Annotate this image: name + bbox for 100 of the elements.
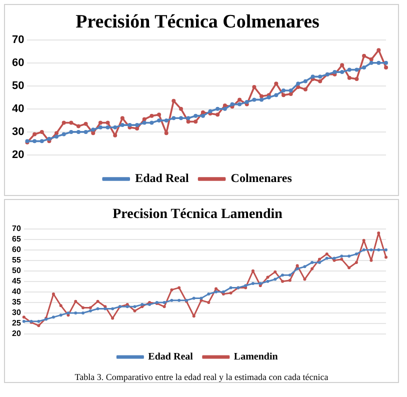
point bbox=[376, 48, 381, 52]
point bbox=[354, 76, 359, 81]
point bbox=[66, 311, 70, 314]
point bbox=[260, 94, 264, 98]
point bbox=[40, 139, 44, 144]
point bbox=[62, 132, 66, 136]
point bbox=[162, 305, 166, 308]
y-tick-label: 65 bbox=[12, 234, 22, 244]
point bbox=[22, 320, 26, 323]
point bbox=[281, 88, 286, 92]
point bbox=[76, 124, 80, 128]
point bbox=[377, 232, 380, 235]
point bbox=[157, 118, 162, 122]
point bbox=[142, 120, 146, 125]
point bbox=[120, 116, 124, 120]
point bbox=[216, 112, 220, 117]
y-tick-label: 30 bbox=[12, 308, 22, 318]
point bbox=[288, 274, 292, 277]
point bbox=[222, 290, 225, 294]
point bbox=[186, 116, 190, 120]
point bbox=[318, 79, 322, 84]
point bbox=[111, 316, 114, 320]
point bbox=[369, 60, 374, 65]
y-tick-label: 45 bbox=[12, 276, 22, 286]
point bbox=[370, 258, 373, 262]
y-tick-label: 20 bbox=[12, 329, 22, 338]
y-tick-label: 35 bbox=[12, 298, 22, 307]
point bbox=[96, 307, 100, 310]
point bbox=[164, 131, 168, 136]
point bbox=[354, 252, 358, 256]
point bbox=[274, 93, 278, 98]
point bbox=[178, 106, 183, 111]
point bbox=[281, 280, 284, 283]
point bbox=[208, 109, 212, 114]
point bbox=[274, 278, 277, 281]
point bbox=[157, 112, 162, 117]
point bbox=[59, 304, 62, 308]
point bbox=[222, 103, 227, 108]
point bbox=[98, 125, 102, 130]
point bbox=[84, 130, 88, 134]
point bbox=[172, 116, 176, 120]
point bbox=[348, 254, 351, 258]
point bbox=[384, 256, 388, 259]
y-tick-label: 55 bbox=[12, 256, 22, 265]
point bbox=[40, 130, 44, 134]
point bbox=[340, 70, 344, 74]
point bbox=[214, 287, 218, 290]
point bbox=[230, 102, 234, 106]
point bbox=[362, 238, 366, 242]
point bbox=[370, 248, 373, 252]
point bbox=[88, 309, 92, 312]
point bbox=[170, 288, 174, 292]
y-tick-label: 50 bbox=[12, 80, 24, 92]
point bbox=[310, 267, 314, 270]
point bbox=[32, 139, 37, 144]
point bbox=[200, 114, 205, 118]
point bbox=[84, 122, 88, 126]
point bbox=[376, 60, 381, 65]
point bbox=[133, 309, 136, 312]
point bbox=[113, 125, 118, 130]
point bbox=[340, 63, 344, 68]
point bbox=[274, 270, 277, 274]
point bbox=[88, 306, 92, 310]
point bbox=[348, 266, 351, 270]
point bbox=[135, 123, 140, 128]
point bbox=[384, 60, 388, 65]
point bbox=[69, 120, 74, 125]
point bbox=[354, 260, 358, 264]
point bbox=[303, 265, 306, 268]
legend-label: Edad Real bbox=[148, 352, 194, 363]
point bbox=[303, 79, 308, 84]
point bbox=[192, 314, 196, 318]
y-tick-label: 20 bbox=[12, 149, 24, 162]
legend-label: Colmenares bbox=[230, 171, 292, 186]
point bbox=[214, 290, 218, 294]
point bbox=[340, 258, 344, 261]
point bbox=[54, 134, 59, 139]
point bbox=[347, 68, 352, 72]
point bbox=[266, 276, 270, 279]
point bbox=[296, 85, 300, 90]
point bbox=[194, 120, 198, 124]
point bbox=[22, 316, 26, 319]
point bbox=[222, 106, 227, 111]
point bbox=[69, 130, 74, 134]
y-tick-label: 40 bbox=[12, 287, 22, 296]
point bbox=[178, 116, 183, 120]
point bbox=[150, 114, 154, 118]
legend-label: Edad Real bbox=[135, 171, 190, 186]
point bbox=[62, 120, 66, 125]
point bbox=[172, 98, 176, 103]
point bbox=[192, 296, 196, 300]
point bbox=[207, 292, 210, 296]
point bbox=[120, 123, 124, 128]
point bbox=[150, 120, 154, 125]
point bbox=[377, 248, 380, 252]
point bbox=[207, 300, 210, 304]
point bbox=[384, 65, 388, 70]
point bbox=[296, 82, 300, 86]
point bbox=[288, 88, 293, 92]
point bbox=[340, 254, 344, 258]
